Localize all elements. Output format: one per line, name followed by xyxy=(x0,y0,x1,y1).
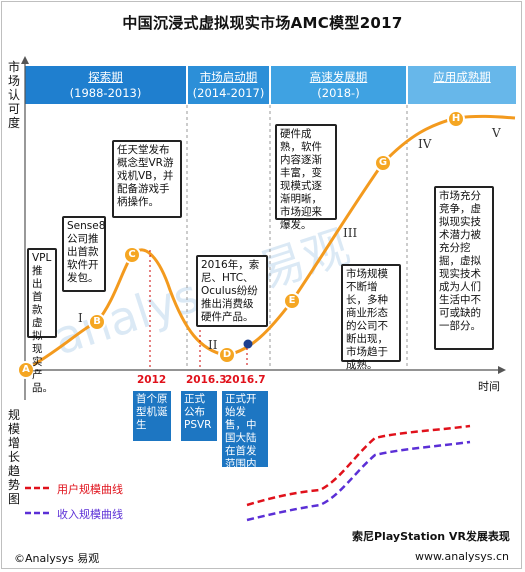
note-h: 市场充分竞争，虚拟现实技术潜力被充分挖掘，虚拟现实技术成为人们生活中不可或缺的一… xyxy=(434,186,494,350)
note-e: 硬件成熟，软件内容逐渐丰富，变现模式逐渐明晰，市场迎来爆发。 xyxy=(275,124,337,231)
y-axis-arrow xyxy=(21,56,29,64)
year-2012: 2012 xyxy=(137,374,167,386)
marker-g: G xyxy=(374,154,392,172)
note-b: Sense8公司推出首款软件开发包。 xyxy=(62,216,106,292)
phase-exploration-name: 探索期 xyxy=(88,70,123,84)
note-g: 市场规模不断增长，多种商业形态的公司不断出现，市场趋于成熟。 xyxy=(341,264,401,371)
phase-exploration: 探索期 (1988-2013) xyxy=(25,66,186,104)
phase-launch-name: 市场启动期 xyxy=(199,70,258,84)
user-scale-curve xyxy=(246,424,471,507)
legend-revenue-scale: 收入规模曲线 xyxy=(57,508,123,521)
x-axis-label: 时间 xyxy=(478,380,500,393)
stage-numeral-1: I xyxy=(78,311,83,325)
stage-numeral-2: II xyxy=(208,338,218,352)
note-a: VPL推出首款虚拟现实产品。 xyxy=(27,248,57,394)
phase-mature-name: 应用成熟期 xyxy=(433,70,491,84)
phase-growth-name: 高速发展期 xyxy=(309,70,368,84)
website: www.analysys.cn xyxy=(415,550,509,563)
legend-user-scale: 用户规模曲线 xyxy=(57,483,123,496)
stage-numeral-4: IV xyxy=(418,137,432,151)
year-2016-7: 2016.7 xyxy=(225,374,266,386)
marker-a: A xyxy=(17,361,35,379)
phase-launch-range: (2014-2017) xyxy=(192,86,265,100)
phase-growth: 高速发展期 (2018-) xyxy=(271,66,406,104)
stage-numeral-5: V xyxy=(492,126,501,140)
page-title: 中国沉浸式虚拟现实市场AMC模型2017 xyxy=(122,14,403,32)
marker-b: B xyxy=(88,313,106,331)
phase-growth-range: (2018-) xyxy=(317,86,360,100)
copyright: ©Analysys 易观 xyxy=(14,552,100,565)
point-2016-7 xyxy=(243,339,253,349)
marker-c: C xyxy=(123,246,141,264)
y-axis-label-bottom: 规模增长趋势图 xyxy=(7,408,20,506)
note-c: 任天堂发布概念型VR游戏机VB，并配备游戏手柄操作。 xyxy=(112,140,182,218)
y-axis-label-top: 市场认可度 xyxy=(7,60,20,130)
marker-h: H xyxy=(447,110,465,128)
chart-caption: 索尼PlayStation VR发展表现 xyxy=(352,530,510,543)
marker-d: D xyxy=(218,346,236,364)
stage-numeral-3: III xyxy=(343,226,358,240)
phase-launch: 市场启动期 (2014-2017) xyxy=(188,66,269,104)
year-2016-3: 2016.3 xyxy=(186,374,227,386)
marker-e: E xyxy=(283,292,301,310)
phase-exploration-range: (1988-2013) xyxy=(69,86,142,100)
event-prototype: 首个原型机诞生 xyxy=(133,391,171,441)
event-launch: 正式开始发售，中国大陆在首发范围内 xyxy=(222,391,268,470)
note-d: 2016年，索尼、HTC、Oculus纷纷推出消费级硬件产品。 xyxy=(196,255,268,327)
phase-mature: 应用成熟期 xyxy=(408,66,516,104)
x-axis-arrow xyxy=(498,366,506,374)
revenue-scale-curve xyxy=(246,440,471,522)
event-psvr-announce: 正式公布PSVR xyxy=(181,391,217,441)
